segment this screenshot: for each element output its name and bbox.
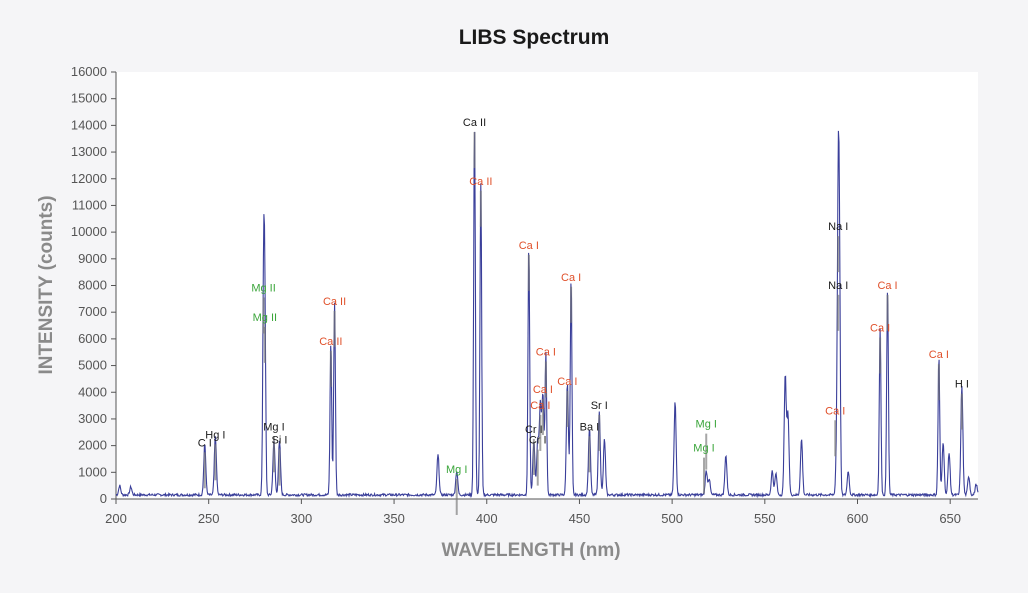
y-axis: 0 1000 2000 3000 4000 5000 6000 7000 8000 9000 100… [71, 64, 117, 506]
peak-label: Hg I [205, 429, 225, 441]
peak-label: Mg I [263, 421, 284, 433]
y-tick-label: 8000 [78, 278, 107, 293]
peak-label: Si I [272, 435, 288, 447]
peak-label: Ca II [463, 117, 486, 129]
peak-label: Cr I [529, 435, 547, 447]
y-tick-label: 11000 [72, 197, 107, 212]
peak-label: Mg I [696, 419, 717, 431]
x-tick-label: 450 [569, 511, 591, 526]
x-tick-label: 350 [383, 511, 405, 526]
x-tick-label: 300 [291, 511, 313, 526]
peak-label: Ca II [469, 176, 492, 188]
peak-label: Na I [828, 280, 848, 292]
chart-title: LIBS Spectrum [459, 26, 610, 49]
y-tick-label: 1000 [78, 464, 107, 479]
y-tick-label: 15000 [71, 91, 107, 106]
y-tick-label: 9000 [78, 251, 107, 266]
peak-label: Mg I [693, 443, 714, 455]
y-tick-label: 2000 [78, 438, 107, 453]
y-tick-label: 5000 [78, 358, 107, 373]
peak-label: Ca I [536, 347, 556, 359]
peak-label: Ca I [530, 400, 550, 412]
peak-label: Mg I [446, 464, 467, 476]
x-tick-label: 550 [754, 511, 776, 526]
peak-label: H I [955, 379, 969, 391]
x-tick-label: 650 [939, 511, 961, 526]
peak-label: Ba I [580, 421, 600, 433]
peak-annotations: C IHg I Mg II Mg II Mg I Si I Ca II Ca II Mg I C… [198, 117, 969, 476]
peak-label: Ca I [825, 405, 845, 417]
y-tick-label: 13000 [71, 144, 107, 159]
y-tick-label: 4000 [78, 384, 107, 399]
x-tick-label: 200 [105, 511, 127, 526]
y-tick-label: 14000 [71, 117, 107, 132]
peak-label: Ca II [319, 336, 342, 348]
peak-label: Na I [828, 221, 848, 233]
peak-label: C I [198, 437, 212, 449]
y-tick-label: 16000 [71, 64, 107, 79]
peak-label: Mg II [253, 312, 277, 324]
peak-markers [203, 132, 963, 515]
spectrum-series [115, 130, 979, 499]
peak-label: Ca II [323, 296, 346, 308]
y-tick-label: 7000 [78, 304, 107, 319]
x-axis: 200 250 300 350 400 450 500 550 600 650 [105, 498, 978, 526]
peak-label: Ca I [877, 280, 897, 292]
y-tick-label: 6000 [78, 331, 107, 346]
peak-label: Ca I [557, 376, 577, 388]
y-tick-label: 12000 [71, 171, 107, 186]
peak-label: Mg II [251, 283, 275, 295]
x-tick-label: 400 [476, 511, 498, 526]
y-tick-label: 3000 [78, 411, 107, 426]
peak-label: Ca I [870, 323, 890, 335]
y-tick-label: 0 [100, 491, 107, 506]
spectrum-line [115, 130, 979, 499]
x-axis-title: WAVELENGTH (nm) [441, 540, 620, 561]
peak-label: Cr I [525, 424, 543, 436]
y-axis-title: INTENSITY (counts) [36, 195, 57, 374]
y-tick-label: 10000 [71, 224, 107, 239]
peak-label: Ca I [533, 384, 553, 396]
x-tick-label: 250 [198, 511, 220, 526]
x-tick-label: 600 [847, 511, 869, 526]
peak-label: Sr I [591, 400, 608, 412]
peak-label: Ca I [519, 240, 539, 252]
peak-label: Ca I [561, 272, 581, 284]
peak-label: Ca I [929, 349, 949, 361]
x-tick-label: 500 [661, 511, 683, 526]
